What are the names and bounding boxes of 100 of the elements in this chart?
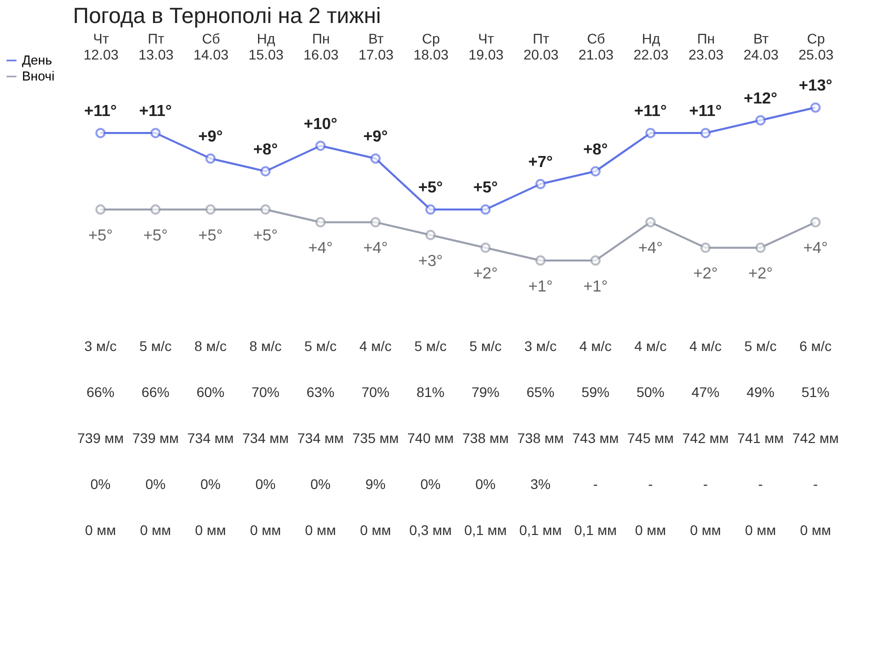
text: 81% <box>416 384 445 400</box>
point <box>535 255 546 266</box>
data-label: +9° <box>198 128 223 146</box>
data-label: +11° <box>84 103 117 120</box>
text: 0% <box>90 476 111 492</box>
text: 0% <box>310 476 331 492</box>
text: 70% <box>251 384 280 400</box>
x-tick-label: Сб 21.03 <box>578 30 614 62</box>
text: - <box>758 476 764 492</box>
point <box>645 128 656 138</box>
x-tick-label: Пт 20.03 <box>523 30 559 62</box>
text: - <box>648 476 654 492</box>
text: 0 мм <box>250 522 281 538</box>
text: 0,1 мм <box>519 522 562 538</box>
text: 0 мм <box>85 522 116 538</box>
text: 735 мм <box>352 430 399 446</box>
point <box>425 204 436 215</box>
data-label: +7° <box>528 154 553 171</box>
text: 0 мм <box>360 522 391 538</box>
data-label: +11° <box>634 103 667 120</box>
x-tick-label: Пн 23.03 <box>688 30 724 62</box>
text: 66% <box>141 384 170 400</box>
data-label: +11° <box>139 103 172 120</box>
text: 734 мм <box>187 430 234 446</box>
text: 0% <box>145 476 166 492</box>
text: 49% <box>746 384 775 400</box>
point <box>315 140 326 151</box>
data-label: +1° <box>583 278 608 296</box>
point <box>755 242 766 253</box>
text: 3 м/с <box>524 338 557 354</box>
text: 741 мм <box>737 430 784 446</box>
text: 0 мм <box>800 522 831 538</box>
data-label: +5° <box>253 227 278 244</box>
data-label: +5° <box>418 179 443 196</box>
point <box>150 204 161 215</box>
point <box>700 242 711 253</box>
data-label: +13° <box>798 78 832 95</box>
point <box>260 204 271 215</box>
data-label: +3° <box>418 252 443 270</box>
data-label: +4° <box>308 240 333 258</box>
text: 50% <box>636 384 665 400</box>
text: 5 м/с <box>744 338 777 354</box>
text: 60% <box>196 384 225 400</box>
point <box>645 217 656 228</box>
data-label: +2° <box>748 266 773 283</box>
text: 0 мм <box>690 522 721 538</box>
data-label: +4° <box>638 240 663 258</box>
text: 4 м/с <box>579 338 612 354</box>
data-label: +5° <box>143 227 168 244</box>
text: 5 м/с <box>304 338 337 354</box>
data-label: +1° <box>528 278 553 296</box>
text: 0% <box>200 476 221 492</box>
text: 0 мм <box>635 522 666 538</box>
text: 742 мм <box>682 430 729 446</box>
text: 0,1 мм <box>574 522 617 538</box>
point <box>150 128 161 138</box>
x-tick-label: Пт 13.03 <box>138 30 174 62</box>
data-label: +11° <box>689 103 722 120</box>
data-label: +4° <box>803 240 828 258</box>
text: 0 мм <box>195 522 226 538</box>
point <box>370 153 381 164</box>
text: 65% <box>526 384 555 400</box>
text: 739 мм <box>77 430 124 446</box>
text: 63% <box>306 384 335 400</box>
data-label: +9° <box>363 128 388 146</box>
point <box>205 153 216 164</box>
text: 742 мм <box>792 430 839 446</box>
text: 47% <box>691 384 720 400</box>
text: 0,1 мм <box>464 522 507 538</box>
chart-title: Погода в Тернополі на 2 тижні <box>73 3 381 28</box>
point <box>535 178 546 190</box>
text: 745 мм <box>627 430 674 446</box>
text: 5 м/с <box>139 338 172 354</box>
text: 3 м/с <box>84 338 117 354</box>
text: 70% <box>361 384 390 400</box>
x-tick-label: Ср 25.03 <box>798 30 834 62</box>
point <box>95 204 106 215</box>
x-tick-label: Вт 24.03 <box>743 30 779 62</box>
text: 0 мм <box>745 522 776 538</box>
point <box>700 128 711 138</box>
point <box>480 242 491 253</box>
point <box>590 166 601 176</box>
point <box>370 217 381 228</box>
text: 4 м/с <box>689 338 722 354</box>
text: 4 м/с <box>634 338 667 354</box>
point <box>205 204 216 215</box>
data-label: +10° <box>304 116 338 133</box>
text: - <box>593 476 598 492</box>
data-label: +2° <box>693 266 718 283</box>
text: 0 мм <box>305 522 336 538</box>
text: 51% <box>801 384 830 400</box>
x-tick-label: Нд 22.03 <box>633 30 669 62</box>
point <box>480 204 491 215</box>
data-label: +8° <box>583 141 608 158</box>
point <box>590 255 601 266</box>
data-label: +12° <box>744 90 778 108</box>
text: 743 мм <box>572 430 619 446</box>
text: 734 мм <box>242 430 289 446</box>
legend-label: День <box>22 52 52 68</box>
point <box>260 166 271 176</box>
